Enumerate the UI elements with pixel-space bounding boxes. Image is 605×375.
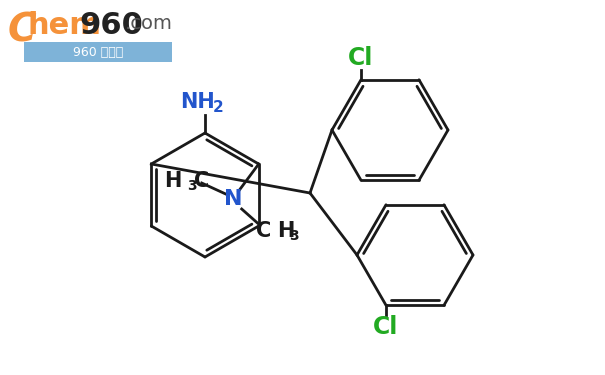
Text: 960 化工网: 960 化工网 xyxy=(73,45,123,58)
Text: 960: 960 xyxy=(79,11,143,40)
FancyBboxPatch shape xyxy=(24,42,172,62)
Text: Cl: Cl xyxy=(373,315,399,339)
Text: H: H xyxy=(165,171,181,191)
Text: NH: NH xyxy=(180,92,214,112)
Text: H: H xyxy=(276,221,294,241)
Text: C: C xyxy=(257,221,272,241)
Text: 2: 2 xyxy=(212,99,223,114)
FancyBboxPatch shape xyxy=(4,4,176,64)
Text: Cl: Cl xyxy=(348,46,374,70)
Text: C: C xyxy=(194,171,209,191)
Text: 3: 3 xyxy=(187,179,196,193)
Text: N: N xyxy=(224,189,243,209)
Text: C: C xyxy=(8,11,36,49)
Text: .com: .com xyxy=(125,14,173,33)
Text: hem: hem xyxy=(28,11,102,40)
Text: 3: 3 xyxy=(289,229,298,243)
